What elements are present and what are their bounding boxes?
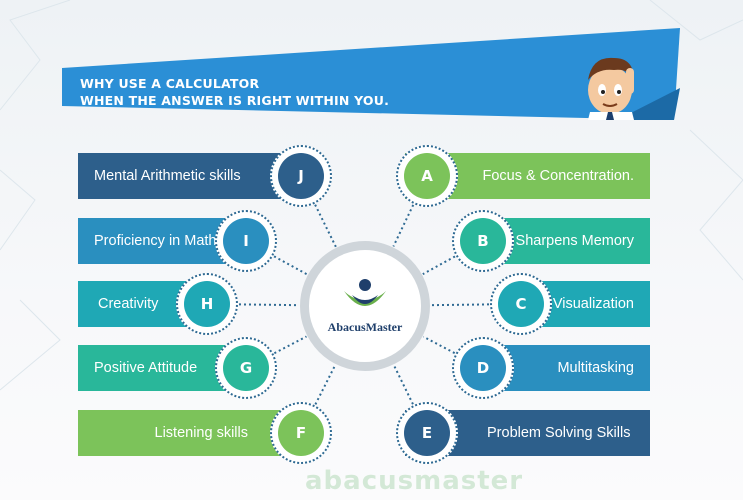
letter-i: I	[223, 218, 269, 264]
letter-bubble-j: J	[270, 145, 332, 207]
connector-i	[273, 255, 308, 276]
letter-j: J	[278, 153, 324, 199]
letter-bubble-e: E	[396, 402, 458, 464]
letter-bubble-f: F	[270, 402, 332, 464]
header-banner: WHY USE A CALCULATOR WHEN THE ANSWER IS …	[62, 28, 682, 120]
connector-d	[422, 335, 456, 355]
cartoon-man-icon	[588, 57, 634, 120]
skill-label-g: Positive Attitude	[78, 345, 240, 391]
skill-text-j: Mental Arithmetic skills	[94, 168, 241, 184]
connector-a	[392, 204, 415, 247]
skill-text-e: Problem Solving Skills	[487, 425, 631, 441]
connector-e	[393, 364, 414, 405]
letter-h: H	[184, 281, 230, 327]
skill-text-h: Creativity	[98, 296, 159, 312]
letter-bubble-g: G	[215, 337, 277, 399]
connector-g	[273, 335, 307, 355]
banner-line-2: WHEN THE ANSWER IS RIGHT WITHIN YOU.	[80, 93, 390, 108]
letter-bubble-i: I	[215, 210, 277, 272]
skill-text-i: Proficiency in Maths	[94, 233, 224, 249]
letter-f: F	[278, 410, 324, 456]
letter-bubble-c: C	[490, 273, 552, 335]
banner-line-1: WHY USE A CALCULATOR	[80, 76, 260, 91]
letter-e: E	[404, 410, 450, 456]
skill-text-f: Listening skills	[154, 425, 249, 441]
letter-b: B	[460, 218, 506, 264]
center-hub: AbacusMaster	[300, 241, 430, 371]
skill-text-c: Visualization	[552, 296, 634, 312]
letter-c: C	[498, 281, 544, 327]
banner-ribbon	[62, 28, 680, 120]
skill-text-d: Multitasking	[557, 360, 634, 376]
skill-text-a: Focus & Concentration.	[482, 168, 634, 184]
watermark-text: abacusmaster	[305, 466, 524, 496]
letter-d: D	[460, 345, 506, 391]
connector-f	[314, 364, 337, 405]
connector-c	[430, 303, 490, 307]
connector-j	[314, 204, 337, 248]
letter-a: A	[404, 153, 450, 199]
letter-bubble-b: B	[452, 210, 514, 272]
connector-h	[238, 303, 300, 307]
skill-text-b: Sharpens Memory	[515, 233, 634, 249]
letter-bubble-d: D	[452, 337, 514, 399]
connector-b	[422, 255, 456, 276]
skill-text-g: Positive Attitude	[94, 360, 198, 376]
letter-g: G	[223, 345, 269, 391]
abacus-master-logo-icon	[344, 279, 386, 306]
brand-name: AbacusMaster	[327, 320, 403, 334]
letter-bubble-h: H	[176, 273, 238, 335]
banner-headline: WHY USE A CALCULATOR WHEN THE ANSWER IS …	[80, 75, 389, 109]
letter-bubble-a: A	[396, 145, 458, 207]
